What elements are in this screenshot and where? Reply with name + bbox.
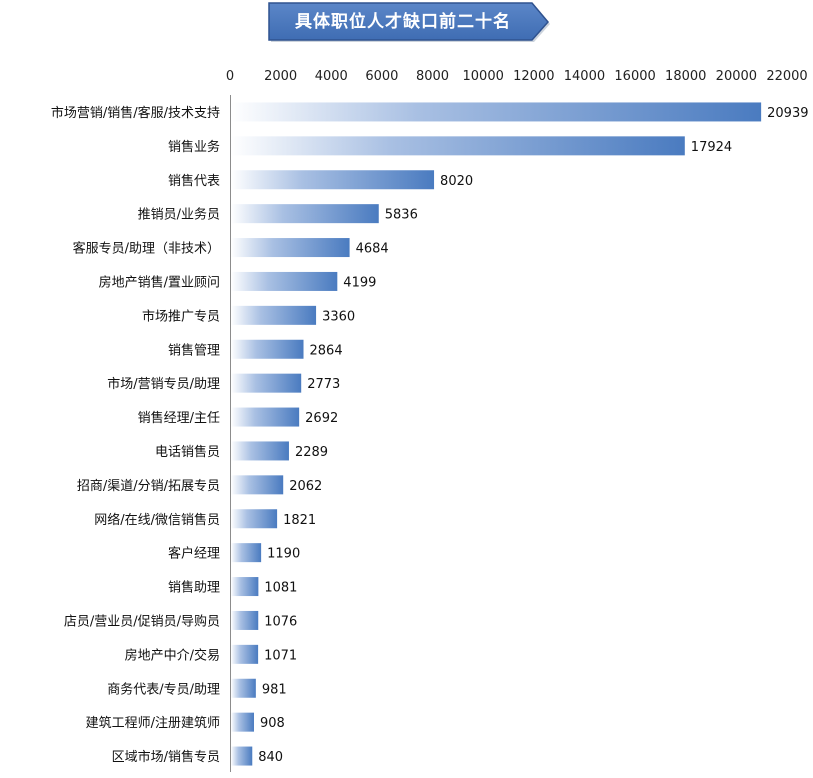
data-label: 2773 — [307, 377, 340, 392]
data-label: 2864 — [310, 343, 343, 358]
category-label: 市场推广专员 — [142, 308, 220, 324]
x-tick-label: 10000 — [463, 69, 504, 84]
bar — [231, 339, 304, 359]
x-tick-label: 14000 — [564, 69, 605, 84]
data-label: 4199 — [343, 275, 376, 290]
bar — [231, 610, 259, 630]
data-label: 908 — [260, 716, 285, 731]
bar — [231, 305, 317, 325]
data-label: 2289 — [295, 445, 328, 460]
category-label: 销售管理 — [168, 342, 220, 358]
bar — [231, 407, 300, 427]
bar — [231, 271, 338, 291]
data-label: 1076 — [264, 614, 297, 629]
data-label: 8020 — [440, 174, 473, 189]
x-tick-label: 6000 — [365, 69, 398, 84]
data-label: 4684 — [356, 242, 389, 257]
bar — [231, 543, 262, 563]
bar — [231, 102, 762, 122]
data-label: 5836 — [385, 208, 418, 223]
chart-title-banner: 具体职位人才缺口前二十名 — [268, 2, 552, 44]
x-tick-label: 4000 — [315, 69, 348, 84]
category-label: 电话销售员 — [155, 444, 220, 460]
x-tick-label: 22000 — [766, 69, 807, 84]
category-label: 客户经理 — [168, 546, 220, 562]
category-label: 网络/在线/微信销售员 — [94, 512, 220, 528]
x-tick-label: 16000 — [614, 69, 655, 84]
data-label: 2692 — [305, 411, 338, 426]
data-label: 17924 — [691, 140, 732, 155]
data-label: 840 — [258, 750, 283, 765]
bar — [231, 170, 435, 190]
category-label: 市场/营销专员/助理 — [107, 376, 220, 392]
bar — [231, 238, 350, 258]
category-label: 区域市场/销售专员 — [112, 749, 220, 765]
data-label: 1081 — [264, 581, 297, 596]
data-label: 1190 — [267, 547, 300, 562]
data-label: 1821 — [283, 513, 316, 528]
x-tick-label: 12000 — [513, 69, 554, 84]
bar — [231, 204, 379, 224]
category-label: 房地产中介/交易 — [125, 647, 220, 663]
x-tick-label: 20000 — [716, 69, 757, 84]
data-label: 2062 — [289, 479, 322, 494]
category-label: 店员/营业员/促销员/导购员 — [64, 613, 220, 629]
bar — [231, 373, 302, 393]
data-labels: 20939 17924 8020 5836 4684 4199 3360 2864 2773 26… — [258, 106, 808, 765]
title-banner-shape — [268, 2, 550, 42]
category-labels: 市场营销/销售/客服/技术支持销售业务销售代表推销员/业务员客服专员/助理（非技… — [51, 105, 220, 765]
x-tick-label: 2000 — [264, 69, 297, 84]
category-label: 房地产销售/置业顾问 — [99, 274, 220, 290]
data-label: 3360 — [322, 309, 355, 324]
bar — [231, 577, 259, 597]
category-label: 客服专员/助理（非技术） — [73, 241, 220, 257]
bar — [231, 509, 278, 529]
category-label: 招商/渠道/分销/拓展专员 — [77, 479, 220, 494]
x-tick-label: 0 — [226, 69, 234, 84]
x-tick-label: 18000 — [665, 69, 706, 84]
bar — [231, 746, 253, 766]
x-axis-ticks: 0 2000 4000 6000 8000 10000 12000 14000 16000 180… — [226, 69, 808, 84]
category-label: 销售代表 — [168, 173, 220, 189]
bar — [231, 644, 259, 664]
category-label: 推销员/业务员 — [138, 207, 220, 223]
data-label: 981 — [262, 682, 287, 697]
bar — [231, 441, 289, 461]
chart-title: 具体职位人才缺口前二十名 — [295, 12, 511, 32]
bar — [231, 712, 254, 732]
category-label: 商务代表/专员/助理 — [107, 681, 220, 697]
bar — [231, 678, 256, 698]
data-label: 1071 — [264, 648, 297, 663]
x-tick-label: 8000 — [416, 69, 449, 84]
category-label: 销售经理/主任 — [138, 410, 220, 426]
bar — [231, 136, 685, 156]
bars — [231, 102, 762, 766]
category-label: 市场营销/销售/客服/技术支持 — [51, 105, 220, 121]
bar — [231, 475, 284, 495]
category-label: 销售业务 — [168, 139, 220, 155]
data-label: 20939 — [767, 106, 808, 121]
category-label: 销售助理 — [168, 580, 220, 596]
category-label: 建筑工程师/注册建筑师 — [86, 715, 220, 731]
